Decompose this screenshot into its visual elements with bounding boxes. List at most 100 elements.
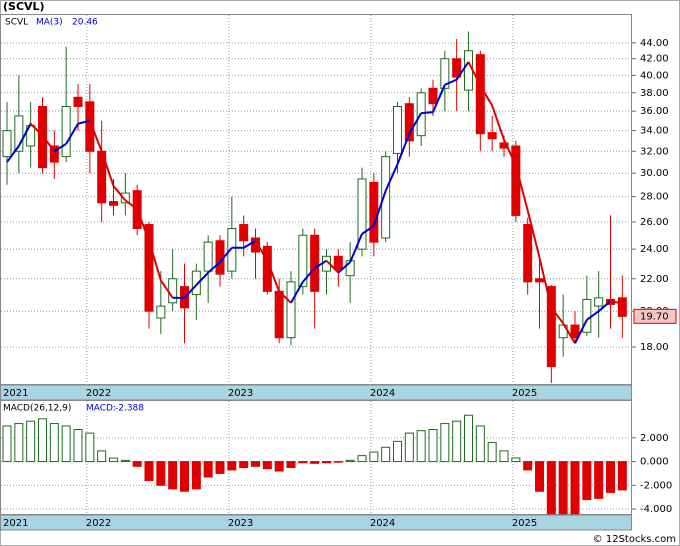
macd-bar: [38, 418, 47, 463]
candle-body: [546, 286, 556, 367]
macd-bar: [274, 461, 284, 472]
ma-line: [148, 240, 162, 281]
macd-bar: [452, 420, 462, 463]
ma-line: [526, 210, 541, 259]
x-tick-label: 2023: [228, 518, 253, 529]
ma-line: [278, 290, 292, 304]
macd-bar: [393, 440, 402, 463]
ma-line: [290, 281, 304, 304]
ma-line: [302, 267, 316, 283]
candle-body: [511, 145, 521, 216]
candle-body: [298, 234, 308, 288]
y-tick-label: -4.000: [640, 504, 672, 515]
x-tick-label: 2025: [512, 518, 537, 529]
ma-line: [183, 284, 198, 299]
candle-body: [227, 228, 237, 272]
macd-legend-value: -2.388: [115, 404, 144, 414]
source: © 12Stocks.com: [593, 534, 676, 545]
macd-bar: [168, 461, 178, 490]
ma-line: [444, 78, 458, 86]
ma-line: [314, 259, 328, 269]
candle-body: [61, 105, 71, 158]
y-tick-label: 24.00: [640, 244, 669, 255]
candle-body: [333, 255, 343, 271]
candle-body: [452, 58, 462, 78]
ma-line: [562, 322, 576, 344]
ma-line: [586, 310, 600, 321]
x-tick-label: 2023: [228, 388, 253, 399]
macd-bar: [49, 423, 59, 463]
macd-bar: [582, 461, 592, 501]
macd-bar: [227, 461, 237, 471]
macd-bar: [369, 451, 379, 463]
candle-body: [440, 58, 450, 89]
candle-body: [14, 115, 24, 152]
y-tick-label: 0.000: [640, 457, 669, 468]
ma-line: [100, 150, 115, 187]
macd-bar: [487, 442, 497, 463]
x-tick-label: 2024: [370, 518, 395, 529]
candle-body: [85, 101, 95, 152]
macd-bar: [440, 423, 450, 463]
y-tick-label: 34.00: [640, 126, 669, 137]
price-label: 19.70: [640, 311, 669, 322]
ma-line: [598, 300, 612, 312]
ma-line: [514, 165, 529, 211]
candle-body: [156, 305, 166, 319]
macd-bar: [73, 429, 83, 463]
candle-body: [404, 103, 414, 142]
macd-bar: [416, 430, 426, 463]
y-tick-label: 22.00: [640, 274, 669, 285]
ma-line: [325, 259, 340, 274]
macd-bar: [523, 461, 533, 471]
macd-bar: [357, 455, 367, 463]
ma-line: [455, 61, 470, 81]
macd-title: MACD(26,12,9): [3, 404, 71, 414]
y-tick-label: 26.00: [640, 217, 669, 228]
y-tick-label: 2.000: [640, 433, 669, 444]
ma-line: [396, 133, 411, 165]
ticker-legend: SCVL: [5, 18, 28, 28]
candle-body: [274, 290, 284, 339]
ma-line: [254, 240, 269, 262]
ma-line: [160, 279, 174, 299]
candle-body: [251, 237, 260, 253]
ma-line: [65, 123, 79, 145]
ma-line: [124, 199, 138, 210]
macd-bar: [191, 461, 201, 490]
candle-body: [286, 281, 296, 339]
candle-body: [109, 201, 118, 206]
chart-title: (SCVL): [3, 0, 45, 13]
ma-line: [17, 123, 32, 147]
macd-bar: [262, 461, 272, 470]
ma-line: [408, 112, 423, 135]
ma-legend: MA(3): [36, 18, 63, 28]
macd-bar: [156, 461, 166, 486]
ma-line: [574, 319, 588, 344]
macd-bar: [333, 461, 343, 463]
candle-body: [239, 224, 249, 242]
price-panel: [0, 14, 632, 385]
ma-line: [266, 260, 281, 292]
macd-bar: [381, 446, 391, 463]
candle-body: [381, 156, 391, 239]
date-strip: [0, 514, 632, 531]
macd-bar: [499, 450, 509, 463]
ma-line: [503, 139, 517, 166]
ma-line: [6, 145, 20, 163]
x-tick-label: 2021: [3, 518, 28, 529]
macd-bar: [617, 461, 627, 491]
y-tick-label: 30.00: [640, 168, 669, 179]
candle-body: [464, 50, 473, 91]
macd-bar: [475, 425, 485, 463]
ma-line: [467, 61, 482, 87]
price-label-box: [633, 308, 677, 324]
candle-body: [617, 297, 627, 317]
candle-body: [594, 297, 604, 307]
macd-bar: [594, 461, 604, 499]
macd-bar: [180, 461, 189, 492]
ma-line: [88, 120, 103, 152]
x-tick-label: 2022: [86, 518, 111, 529]
ma-legend-value: 20.46: [72, 18, 98, 28]
macd-bar: [511, 457, 521, 463]
